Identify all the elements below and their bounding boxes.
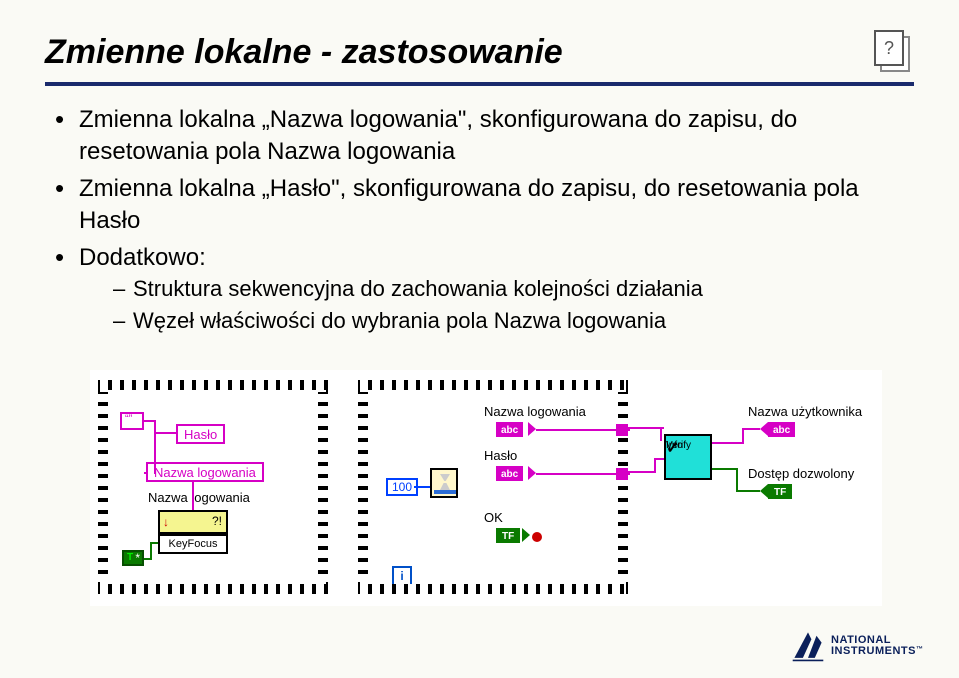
keyfocus-property: KeyFocus	[158, 534, 228, 554]
bullet-2: Zmienna lokalna „Hasło", skonfigurowana …	[55, 173, 914, 238]
empty-string-const-1	[120, 412, 144, 430]
label-username-out: Nazwa użytkownika	[748, 404, 862, 419]
label-access-out: Dostęp dozwolony	[748, 466, 854, 481]
tunnel-2	[616, 468, 628, 480]
labview-diagram: Hasło Nazwa logowania Nazwa logowania ↓ …	[90, 370, 882, 606]
local-var-nazwa: Nazwa logowania	[146, 462, 264, 482]
question-mark-small-icon: ?!	[212, 514, 222, 528]
check-icon: ✓	[666, 440, 679, 458]
sequence-frame-1: 100 Nazwa logowania abc Hasło abc OK TF …	[358, 380, 628, 594]
string-indicator-user: abc	[768, 422, 795, 437]
label-nazwa-frame1: Nazwa logowania	[148, 490, 250, 505]
bullet-1: Zmienna lokalna „Nazwa logowania", skonf…	[55, 104, 914, 169]
ni-logo: NATIONAL INSTRUMENTS™	[791, 626, 941, 666]
arrow-down-icon: ↓	[163, 515, 169, 529]
string-terminal-tri-2	[528, 466, 536, 480]
sub-bullet-1: Struktura sekwencyjna do zachowania kole…	[113, 274, 914, 304]
string-ind-tri	[760, 422, 768, 436]
true-const	[122, 550, 144, 566]
bool-ind-tri	[760, 484, 768, 498]
local-var-haslo: Hasło	[176, 424, 225, 444]
property-node: ↓ ?! KeyFocus	[158, 510, 228, 534]
bool-indicator-access: TF	[768, 484, 792, 499]
ni-eagle-icon	[791, 629, 825, 663]
sequence-frame-0: Hasło Nazwa logowania Nazwa logowania ↓ …	[98, 380, 328, 594]
bullet-content: Zmienna lokalna „Nazwa logowania", skonf…	[45, 86, 914, 335]
ni-logo-text: NATIONAL INSTRUMENTS™	[831, 635, 923, 657]
right-diagram-area: Verify Info ✓ Nazwa użytkownika abc Dost…	[648, 388, 872, 588]
label-ok: OK	[484, 510, 503, 525]
sub-bullet-2: Węzeł właściwości do wybrania pola Nazwa…	[113, 306, 914, 336]
breakpoint-dot-icon	[532, 532, 542, 542]
bullet-3-text: Dodatkowo:	[79, 244, 206, 271]
verify-info-subvi: Verify Info ✓	[664, 434, 712, 480]
question-mark-icon: ?	[874, 30, 904, 66]
string-control-nazwa: abc	[496, 422, 523, 437]
iteration-terminal: i	[392, 566, 412, 586]
label-haslo-frame2: Hasło	[484, 448, 517, 463]
bool-control-ok: TF	[496, 528, 520, 543]
string-terminal-tri-1	[528, 422, 536, 436]
label-nazwa-frame2: Nazwa logowania	[484, 404, 586, 419]
bool-terminal-tri	[522, 528, 530, 542]
context-help-icon: ?	[874, 30, 914, 74]
slide-title: Zmienne lokalne - zastosowanie	[45, 33, 563, 72]
bullet-3: Dodatkowo: Struktura sekwencyjna do zach…	[55, 242, 914, 336]
string-control-haslo: abc	[496, 466, 523, 481]
tunnel-1	[616, 424, 628, 436]
wait-ms-icon	[430, 468, 458, 498]
